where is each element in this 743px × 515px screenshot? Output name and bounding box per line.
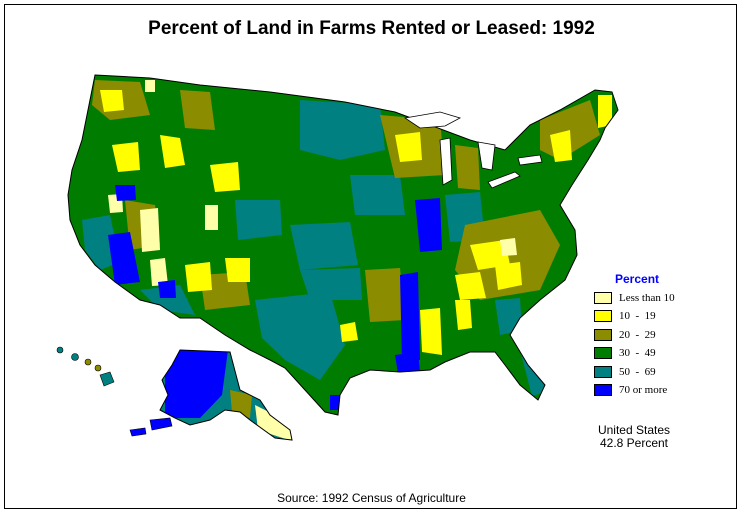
hawaii-big-island <box>99 371 115 387</box>
alaska <box>129 349 293 441</box>
region-northern-plains-teal <box>300 100 385 160</box>
aleutian-islands-2 <box>129 427 147 437</box>
alaska-blue <box>165 350 228 418</box>
conterminous-us <box>67 74 619 416</box>
hawaii-island-3 <box>84 358 92 366</box>
region-colorado-teal <box>235 200 282 240</box>
region-utah-pale <box>205 205 218 230</box>
lake-huron <box>477 141 496 171</box>
region-california-blue <box>108 232 140 285</box>
region-delta-blue <box>400 272 420 362</box>
legend-swatch <box>594 310 612 322</box>
aleutian-islands <box>149 417 173 431</box>
region-wisconsin-yellow <box>395 132 422 162</box>
region-mississippi-yellow <box>420 308 442 355</box>
legend-swatch <box>594 328 612 341</box>
region-montana-olive <box>180 90 215 130</box>
legend-swatch <box>594 291 612 304</box>
legend-item: 20 - 29 <box>594 327 656 342</box>
source-note: Source: 1992 Census of Agriculture <box>277 491 466 505</box>
region-washington-yellow <box>100 90 124 112</box>
hawaii-island-4 <box>94 364 102 372</box>
legend-label: 70 or more <box>619 384 668 396</box>
legend-swatch <box>594 365 612 378</box>
hawaii-island-1 <box>56 346 64 354</box>
map-title: Percent of Land in Farms Rented or Lease… <box>148 18 595 39</box>
region-arizona-blue <box>158 280 176 298</box>
region-appalachia-pale <box>500 238 517 256</box>
lake-superior <box>403 111 462 129</box>
lake-michigan <box>439 137 453 186</box>
region-carolinas-yellow <box>495 262 522 290</box>
hawaii <box>56 346 115 387</box>
legend-label: 20 - 29 <box>619 328 656 341</box>
region-delta-olive <box>365 268 405 322</box>
region-texas-blue <box>330 395 340 410</box>
region-washington-pale <box>145 80 155 92</box>
region-newmexico-yellow <box>185 262 212 292</box>
region-alabama-yellow <box>455 300 472 330</box>
region-michigan-olive <box>455 145 480 190</box>
region-maine-yellow <box>598 95 612 128</box>
hawaii-island-2 <box>71 353 79 361</box>
legend-item: 10 - 19 <box>594 309 656 324</box>
alaska-panhandle-pale <box>255 405 292 440</box>
lake-ontario <box>517 154 543 166</box>
legend-swatch <box>594 347 612 359</box>
region-idaho-yellow <box>160 135 185 168</box>
region-texas-yellow <box>340 322 358 342</box>
region-illinois-blue <box>415 198 442 252</box>
lake-erie <box>487 171 521 189</box>
us-summary: United States 42.8 Percent <box>584 424 684 450</box>
legend-item: 50 - 69 <box>594 364 656 379</box>
region-arizona-teal <box>140 285 195 315</box>
region-southwest-yellow <box>225 258 250 282</box>
alaska-outline <box>159 349 293 441</box>
us-summary-value: 42.8 Percent <box>599 436 669 450</box>
legend-label: 10 - 19 <box>619 310 656 322</box>
region-nevada-pale <box>140 208 160 252</box>
region-newmexico-pale <box>150 258 168 286</box>
region-vermont-yellow <box>550 130 572 162</box>
region-appalachia-yellow-2 <box>455 272 486 300</box>
legend-label: 50 - 69 <box>619 365 656 378</box>
region-wyoming-yellow <box>210 162 240 192</box>
region-texas-teal <box>255 292 345 380</box>
legend-swatch <box>594 384 612 396</box>
region-california-teal <box>82 215 120 270</box>
legend-label: 30 - 49 <box>619 347 656 359</box>
legend-item: 70 or more <box>594 383 667 398</box>
legend-item: 30 - 49 <box>594 346 656 361</box>
legend-label: Less than 10 <box>619 291 675 304</box>
conus-outline <box>67 74 619 416</box>
legend-title: Percent <box>615 272 660 286</box>
legend-item: Less than 10 <box>594 290 675 305</box>
region-louisiana-blue <box>395 352 420 374</box>
region-oklahoma-teal <box>300 268 362 300</box>
region-kansas-teal <box>290 222 358 270</box>
region-california-blue-2 <box>115 185 136 201</box>
us-summary-label: United States <box>597 423 671 437</box>
region-iowa-teal <box>350 175 405 215</box>
region-oregon-yellow <box>112 142 140 172</box>
region-appalachia-yellow-1 <box>470 240 510 270</box>
